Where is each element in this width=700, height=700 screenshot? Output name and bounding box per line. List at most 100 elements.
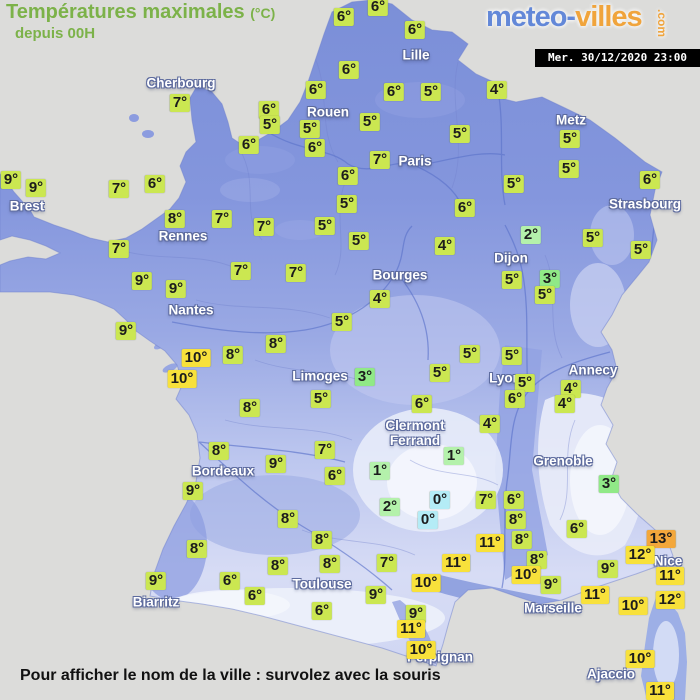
temp-badge: 5° [259,116,281,134]
city-label-lille: Lille [402,47,430,63]
city-label-paris: Paris [398,153,432,169]
temp-badge: 5° [348,232,370,250]
temp-badge: 5° [420,83,442,101]
temp-badge: 8° [267,557,289,575]
city-label-biarritz: Biarritz [132,594,180,610]
temp-badge: 11° [581,586,609,604]
temp-badge: 5° [336,195,358,213]
temp-badge: 6° [324,467,346,485]
temp-badge: 10° [167,370,197,388]
temp-badge: 6° [305,81,327,99]
temp-badge: 6° [411,395,433,413]
temp-badge: 9° [115,322,137,340]
temp-badge: 10° [181,349,211,367]
city-label-rouen: Rouen [307,104,349,120]
city-label-strasbourg: Strasbourg [608,196,682,212]
temp-badge: 5° [310,390,332,408]
temp-badge: 5° [558,160,580,178]
temp-badge: 9° [145,572,167,590]
temp-badge: 7° [285,264,307,282]
temp-badge: 5° [514,374,536,392]
temp-badge: 7° [108,240,130,258]
page-subtitle: depuis 00H [15,25,96,42]
city-label-dijon: Dijon [494,250,528,266]
temp-badge: 9° [182,482,204,500]
temp-badge: 9° [0,171,22,189]
temp-badge: 6° [566,520,588,538]
temp-badge: 8° [186,540,208,558]
temp-badge: 5° [331,313,353,331]
temp-badge: 4° [554,395,576,413]
temp-badge: 8° [164,210,186,228]
city-label-brest: Brest [9,198,45,214]
temp-badge: 9° [405,605,427,623]
temp-badge: 11° [397,620,425,638]
logo[interactable]: meteo-villes .com [486,1,669,37]
temp-badge: 5° [630,241,652,259]
temp-badge: 6° [304,139,326,157]
temp-badge: 7° [211,210,233,228]
temp-badge: 6° [639,171,661,189]
city-label-cherbourg: Cherbourg [146,75,216,91]
temp-badge: 10° [411,574,441,592]
city-label-clermont-ferrand: Clermont Ferrand [385,418,445,448]
temp-badge: 12° [625,546,655,564]
temp-badge: 6° [404,21,426,39]
temp-badge: 5° [501,347,523,365]
temp-badge: 9° [597,560,619,578]
temp-badge: 5° [429,364,451,382]
temp-badge: 4° [479,415,501,433]
temp-badge: 6° [144,175,166,193]
temp-badge: 3° [539,270,561,288]
temp-badge: 5° [359,113,381,131]
temp-badge: 5° [559,130,581,148]
rivers [171,89,660,591]
temp-badge: 5° [501,271,523,289]
temp-badge: 4° [486,81,508,99]
temp-badge: 8° [526,551,548,569]
temp-badge: 1° [369,462,391,480]
temp-badge: 5° [459,345,481,363]
temp-badge: 8° [311,531,333,549]
temp-badge: 5° [299,120,321,138]
temp-badge: 5° [582,229,604,247]
temp-badge: 2° [379,498,401,516]
temp-badge: 10° [406,641,436,659]
temp-badge: 6° [383,83,405,101]
footer-hint: Pour afficher le nom de la ville : survo… [20,667,441,684]
temp-badge: 8° [239,399,261,417]
temp-badge: 6° [258,101,280,119]
temp-badge: 6° [504,390,526,408]
temp-badge: 8° [511,531,533,549]
temp-badge: 0° [429,491,451,509]
temp-badge: 6° [311,602,333,620]
temp-badge: 6° [503,491,525,509]
temp-badge: 2° [520,226,542,244]
city-label-marseille: Marseille [524,600,582,616]
temp-badge: 7° [230,262,252,280]
temp-badge: 8° [265,335,287,353]
temp-badge: 9° [365,586,387,604]
temp-badge: 6° [219,572,241,590]
temp-badge: 11° [476,534,504,552]
city-label-nice: Nice [653,553,683,569]
temp-badge: 8° [319,555,341,573]
temp-badge: 11° [656,567,684,585]
city-label-annecy: Annecy [568,362,618,378]
temp-badge: 13° [646,530,676,548]
temp-badge: 7° [475,491,497,509]
datetime-badge: Mer. 30/12/2020 23:00 [535,49,700,67]
temp-badge: 5° [534,286,556,304]
temp-badge: 4° [560,380,582,398]
temp-badge: 7° [314,441,336,459]
temp-badge: 7° [369,151,391,169]
temp-badge: 0° [417,511,439,529]
temp-badge: 6° [333,8,355,26]
temp-badge: 6° [338,61,360,79]
temp-badge: 6° [238,136,260,154]
temp-badge: 9° [165,280,187,298]
city-label-limoges: Limoges [292,368,348,384]
temp-badge: 9° [25,179,47,197]
temp-badge: 9° [540,576,562,594]
temp-badge: 11° [646,682,674,700]
